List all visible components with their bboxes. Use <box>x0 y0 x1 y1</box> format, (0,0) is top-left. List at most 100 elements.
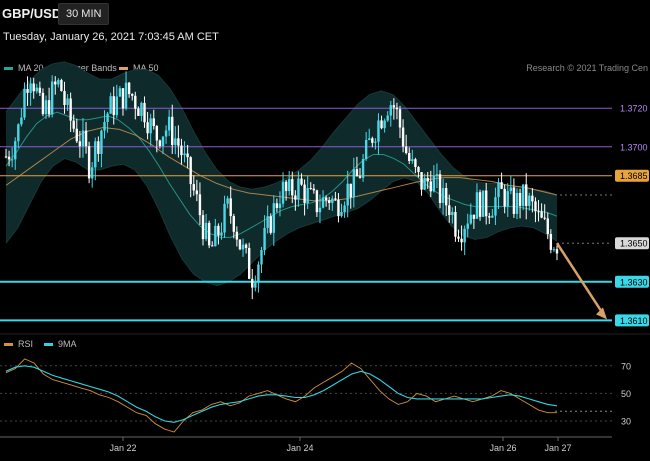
candle-body-88 <box>275 203 279 209</box>
candle-body-150 <box>466 223 469 229</box>
candle-66 <box>207 220 211 249</box>
candle-body-27 <box>87 146 91 179</box>
candle-160 <box>497 178 500 210</box>
candle-168 <box>521 184 525 211</box>
candle-175 <box>543 204 546 221</box>
candle-body-145 <box>451 211 454 216</box>
candle-57 <box>180 138 183 165</box>
candle-19 <box>63 81 66 114</box>
candle-body-54 <box>171 116 174 146</box>
candle-121 <box>377 113 380 155</box>
legend-ma50-label: MA 50 <box>133 63 159 73</box>
candle-131 <box>408 147 411 165</box>
candle-153 <box>475 183 479 219</box>
symbol-title: GBP/USD <box>2 6 62 21</box>
candle-16 <box>54 76 57 95</box>
candle-82 <box>257 261 260 293</box>
candle-5 <box>20 108 23 127</box>
candle-body-29 <box>94 141 97 168</box>
candle-body-6 <box>23 88 26 118</box>
x-tick-label-1: Jan 24 <box>286 443 313 453</box>
candle-89 <box>278 191 282 217</box>
rsi-tick-0: 30 <box>621 416 631 426</box>
candle-95 <box>297 171 300 207</box>
candle-68 <box>214 218 217 247</box>
legend-rsi: RSI <box>4 339 33 349</box>
candle-133 <box>414 157 417 174</box>
candle-body-160 <box>497 182 500 198</box>
candle-body-90 <box>281 181 285 204</box>
candle-body-146 <box>454 211 457 237</box>
candle-body-8 <box>29 83 32 93</box>
candle-body-98 <box>306 188 309 204</box>
candle-167 <box>518 188 522 219</box>
candle-body-5 <box>20 117 23 125</box>
rsi-tick-1: 50 <box>621 389 631 399</box>
candle-141 <box>438 170 442 209</box>
candle-body-60 <box>189 157 192 185</box>
candle-body-44 <box>140 102 143 116</box>
candle-body-155 <box>481 190 485 217</box>
candle-85 <box>266 205 269 234</box>
candle-166 <box>515 188 519 220</box>
candle-50 <box>158 139 162 149</box>
candle-body-116 <box>361 158 365 178</box>
candle-51 <box>161 136 165 155</box>
candle-55 <box>174 126 177 155</box>
candle-36 <box>115 84 119 119</box>
candle-174 <box>540 203 543 219</box>
candle-9 <box>32 77 35 99</box>
candle-body-104 <box>324 197 328 201</box>
candle-92 <box>287 170 291 196</box>
candle-body-58 <box>183 153 186 156</box>
candle-139 <box>432 165 436 193</box>
rsi-panel: 30 50 70 <box>0 333 650 433</box>
candle-body-19 <box>63 90 66 106</box>
candle-44 <box>140 101 143 122</box>
candle-body-124 <box>386 115 389 121</box>
candle-body-43 <box>137 108 140 116</box>
candle-60 <box>189 156 192 198</box>
candle-18 <box>60 78 63 92</box>
candle-148 <box>460 225 463 251</box>
candle-80 <box>251 268 254 300</box>
candle-body-61 <box>192 184 195 191</box>
candle-body-162 <box>503 188 506 207</box>
candle-41 <box>131 93 134 101</box>
ma-line-0 <box>5 111 558 238</box>
candle-body-33 <box>106 113 109 122</box>
candle-body-76 <box>238 239 242 250</box>
level-tag-3 <box>615 237 649 250</box>
candle-body-92 <box>287 179 291 192</box>
legend-9ma: 9MA <box>44 339 77 349</box>
candle-body-161 <box>500 182 503 189</box>
candle-body-177 <box>549 234 553 250</box>
candle-body-96 <box>300 178 303 185</box>
candle-161 <box>500 172 503 190</box>
candle-body-16 <box>54 81 57 85</box>
candle-body-149 <box>463 228 466 243</box>
level-label-1: 1.3700 <box>620 142 648 152</box>
candle-body-80 <box>251 278 254 288</box>
candle-body-114 <box>355 169 359 177</box>
candle-169 <box>525 173 528 220</box>
candle-body-167 <box>518 193 522 206</box>
candle-body-59 <box>186 153 189 158</box>
candle-104 <box>324 195 328 207</box>
candle-34 <box>109 92 112 114</box>
candle-body-157 <box>488 216 491 218</box>
price-levels: 1.3720 1.3700 1.3685 1.3650 1.3630 1.3610 <box>0 104 649 327</box>
candle-body-74 <box>232 216 235 232</box>
candle-152 <box>472 214 476 229</box>
candle-8 <box>29 77 32 106</box>
candle-164 <box>509 175 513 195</box>
level-label-3: 1.3650 <box>620 239 648 249</box>
candle-body-151 <box>469 214 473 224</box>
candle-78 <box>244 243 248 254</box>
candle-177 <box>549 229 553 254</box>
timeframe-button[interactable]: 30 MIN <box>58 3 110 25</box>
candle-170 <box>528 192 531 211</box>
candle-28 <box>90 162 94 188</box>
candle-26 <box>84 121 88 154</box>
